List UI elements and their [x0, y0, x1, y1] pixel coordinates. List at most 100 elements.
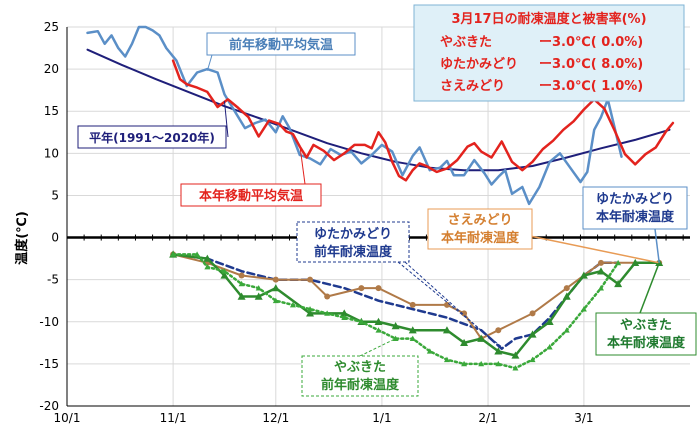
- data-point: [562, 292, 571, 300]
- callout-line: [299, 144, 306, 185]
- data-point: [255, 285, 262, 291]
- data-point: [528, 330, 537, 338]
- data-point: [408, 326, 417, 334]
- label-normal-text: 平年(1991～2020年): [89, 130, 215, 145]
- data-point: [598, 285, 604, 291]
- data-point: [597, 267, 605, 275]
- data-point: [615, 259, 622, 266]
- data-point: [495, 360, 502, 367]
- data-point: [478, 360, 485, 367]
- info-row-value: ー3.0℃( 8.0%): [539, 57, 643, 72]
- data-point: [340, 309, 349, 317]
- y-tick-label: 10: [44, 146, 59, 160]
- info-box-title: 3月17日の耐凍温度と被害率(%): [451, 11, 646, 27]
- info-row-variety: さえみどり: [440, 79, 505, 94]
- label-yabukita-prev-line2: 前年耐凍温度: [321, 377, 400, 393]
- y-tick-label: -15: [39, 357, 59, 371]
- label-saemidori-line2: 本年耐凍温度: [441, 230, 520, 246]
- data-point: [254, 292, 263, 300]
- y-tick-label: 5: [51, 188, 59, 202]
- y-tick-label: 20: [44, 62, 59, 76]
- y-tick-label: 25: [44, 20, 59, 34]
- y-tick-label: -5: [47, 273, 59, 287]
- info-row-variety: ゆたかみどり: [440, 57, 518, 72]
- data-point: [307, 276, 314, 283]
- y-tick-label: 15: [44, 104, 59, 118]
- label-yabukita-cur-line2: 本年耐凍温度: [607, 335, 686, 351]
- data-point: [631, 258, 640, 267]
- x-tick-label: 10/1: [54, 411, 81, 425]
- data-point: [426, 348, 433, 354]
- label-yutaka-prev: ゆたかみどり 前年耐凍温度: [296, 221, 410, 263]
- data-point: [272, 276, 279, 283]
- data-point: [494, 347, 503, 355]
- callout-line: [404, 261, 496, 344]
- label-cur-avg-text: 本年移動平均気温: [199, 188, 303, 204]
- callout-line: [223, 101, 229, 138]
- data-point: [272, 297, 279, 304]
- data-point: [409, 335, 416, 342]
- label-saemidori-cur: さえみどり 本年耐凍温度: [427, 208, 533, 250]
- data-point: [238, 280, 245, 287]
- info-row-variety: やぶきた: [440, 35, 492, 50]
- data-point: [391, 321, 400, 330]
- data-point: [495, 327, 502, 334]
- data-point: [220, 271, 229, 279]
- data-point: [237, 292, 246, 300]
- data-point: [443, 301, 450, 308]
- data-point: [289, 301, 296, 308]
- series-line-yutaka_prev: [171, 253, 620, 350]
- data-point: [512, 365, 519, 371]
- data-point: [598, 259, 604, 266]
- label-saemidori-line1: さえみどり: [447, 213, 512, 228]
- series-line-normal: [86, 48, 671, 172]
- x-tick-label: 3/1: [574, 411, 593, 425]
- label-normal: 平年(1991～2020年): [77, 125, 227, 149]
- label-yabukita-cur-line1: やぶきた: [620, 318, 672, 333]
- callout-line: [359, 338, 396, 357]
- label-yabukita-cur: やぶきた 本年耐凍温度: [595, 312, 697, 356]
- data-point: [563, 285, 570, 292]
- y-tick-label: -10: [39, 315, 59, 329]
- series-line-prev_avg: [86, 25, 623, 206]
- callout-line: [206, 54, 213, 71]
- data-point: [238, 272, 245, 279]
- x-tick-label: 2/1: [478, 411, 497, 425]
- data-point: [579, 271, 588, 279]
- data-point: [545, 317, 554, 325]
- callout-line: [654, 228, 660, 263]
- info-row-value: ー3.0℃( 0.0%): [539, 35, 643, 50]
- data-point: [580, 306, 587, 312]
- x-tick-label: 12/1: [262, 411, 289, 425]
- data-point: [358, 318, 365, 325]
- label-yutaka-cur-line1: ゆたかみどり: [596, 192, 674, 207]
- data-point: [546, 344, 553, 350]
- data-point: [529, 356, 536, 363]
- data-point: [460, 338, 469, 347]
- info-row-value: ー3.0℃( 1.0%): [539, 79, 643, 94]
- label-yabukita-prev-line1: やぶきた: [334, 360, 386, 375]
- label-yutaka-cur: ゆたかみどり 本年耐凍温度: [582, 186, 688, 230]
- label-prev-avg-text: 前年移動平均気温: [229, 37, 333, 53]
- label-cur-avg: 本年移動平均気温: [180, 183, 322, 207]
- label-yutaka-prev-line1: ゆたかみどり: [314, 227, 392, 242]
- data-point: [461, 310, 468, 317]
- data-point: [563, 327, 570, 333]
- x-tick-label: 11/1: [160, 411, 187, 425]
- label-yabukita-prev: やぶきた 前年耐凍温度: [301, 355, 419, 397]
- data-point: [461, 360, 468, 367]
- info-box: 3月17日の耐凍温度と被害率(%) やぶきた ー3.0℃( 0.0%) ゆたかみ…: [413, 4, 685, 102]
- series-layer: [86, 25, 675, 371]
- data-point: [324, 293, 331, 300]
- label-yutaka-prev-line2: 前年耐凍温度: [314, 244, 393, 260]
- data-point: [442, 326, 451, 334]
- data-point: [306, 309, 315, 317]
- callout-line: [529, 235, 660, 264]
- data-point: [375, 285, 382, 292]
- data-point: [204, 264, 211, 270]
- callout-line: [639, 262, 660, 314]
- callout-connectors: [206, 54, 660, 357]
- label-yutaka-cur-line2: 本年耐凍温度: [596, 209, 675, 225]
- data-point: [324, 310, 331, 316]
- x-tick-label: 1/1: [372, 411, 391, 425]
